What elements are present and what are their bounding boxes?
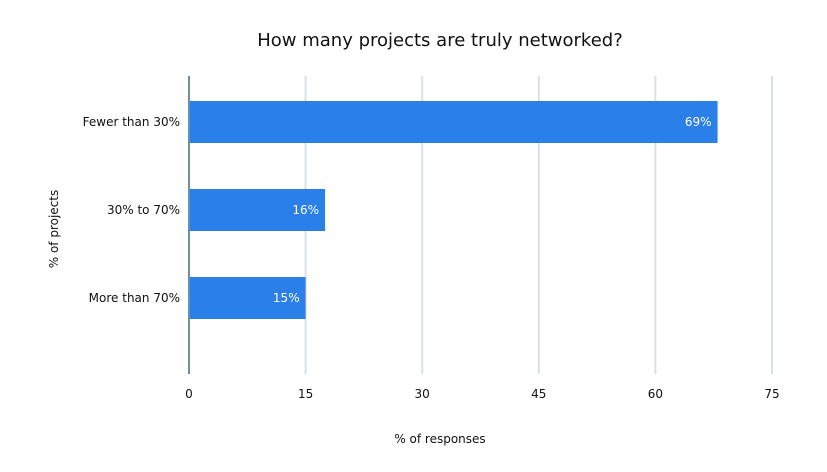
- bar: [189, 277, 306, 319]
- x-tick-label: 60: [648, 387, 663, 401]
- category-label: 30% to 70%: [107, 203, 180, 217]
- data-label: 69%: [685, 115, 712, 129]
- x-axis-title: % of responses: [394, 432, 485, 446]
- data-label: 15%: [273, 291, 300, 305]
- category-labels: Fewer than 30% 30% to 70% More than 70%: [83, 115, 180, 305]
- x-tick-label: 30: [415, 387, 430, 401]
- x-tick-label: 15: [298, 387, 313, 401]
- category-label: More than 70%: [89, 291, 180, 305]
- bar: [189, 101, 718, 143]
- x-tick-label: 75: [764, 387, 779, 401]
- x-tick-label: 0: [185, 387, 193, 401]
- y-axis-title: % of projects: [47, 190, 61, 269]
- chart-title: How many projects are truly networked?: [257, 30, 623, 51]
- bar: [189, 189, 326, 231]
- x-tick-labels: 0 15 30 45 60 75: [185, 387, 779, 401]
- data-label: 16%: [292, 203, 319, 217]
- x-tick-label: 45: [531, 387, 546, 401]
- category-label: Fewer than 30%: [83, 115, 180, 129]
- bars: [189, 101, 718, 319]
- data-labels: 69% 16% 15%: [273, 115, 712, 305]
